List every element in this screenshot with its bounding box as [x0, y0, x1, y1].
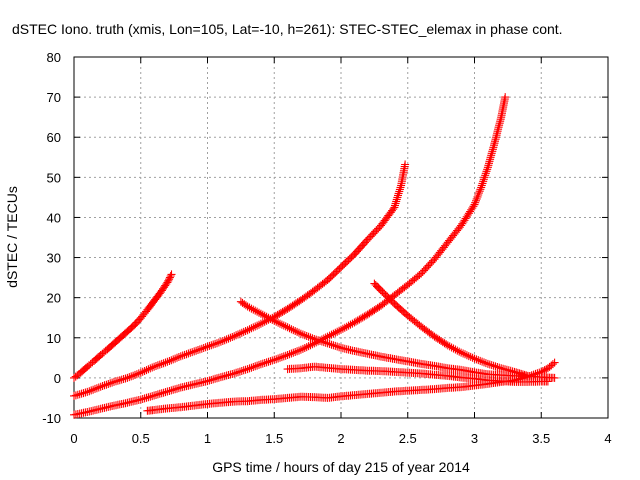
y-tick-label: 10	[47, 331, 61, 346]
x-tick-labels: 0 0.5 1 1.5 2 2.5 3 3.5 4	[70, 431, 611, 446]
series-arc-2-markers	[70, 160, 410, 400]
data-markers	[70, 93, 559, 419]
x-tick-label: 1.5	[265, 431, 283, 446]
series-arc-7-markers	[370, 279, 532, 380]
grid-lines	[74, 57, 608, 418]
x-axis-label: GPS time / hours of day 215 of year 2014	[212, 459, 470, 475]
y-tick-label: 40	[47, 210, 61, 225]
x-tick-label: 0.5	[132, 431, 150, 446]
x-tick-label: 4	[604, 431, 611, 446]
y-tick-label: 30	[47, 251, 61, 266]
x-tick-label: 3	[471, 431, 478, 446]
y-tick-label: 20	[47, 291, 61, 306]
series-arc-5-markers	[236, 297, 559, 382]
x-tick-label: 1	[204, 431, 211, 446]
x-tick-label: 3.5	[532, 431, 550, 446]
x-tick-label: 0	[70, 431, 77, 446]
y-tick-label: 60	[47, 130, 61, 145]
series-arc-3-markers	[70, 93, 510, 419]
y-axis-label: dSTEC / TECUs	[4, 186, 20, 288]
y-tick-label: 80	[47, 50, 61, 65]
y-tick-label: -10	[42, 411, 61, 426]
y-tick-label: 0	[54, 371, 61, 386]
series-arc-6-markers	[283, 362, 552, 386]
y-tick-labels: -10 0 10 20 30 40 50 60 70 80	[42, 50, 61, 426]
x-tick-label: 2.5	[399, 431, 417, 446]
chart-title: dSTEC Iono. truth (xmis, Lon=105, Lat=-1…	[12, 21, 563, 37]
y-tick-label: 70	[47, 90, 61, 105]
y-tick-label: 50	[47, 170, 61, 185]
series-arc-1-markers	[70, 270, 176, 382]
x-tick-label: 2	[337, 431, 344, 446]
